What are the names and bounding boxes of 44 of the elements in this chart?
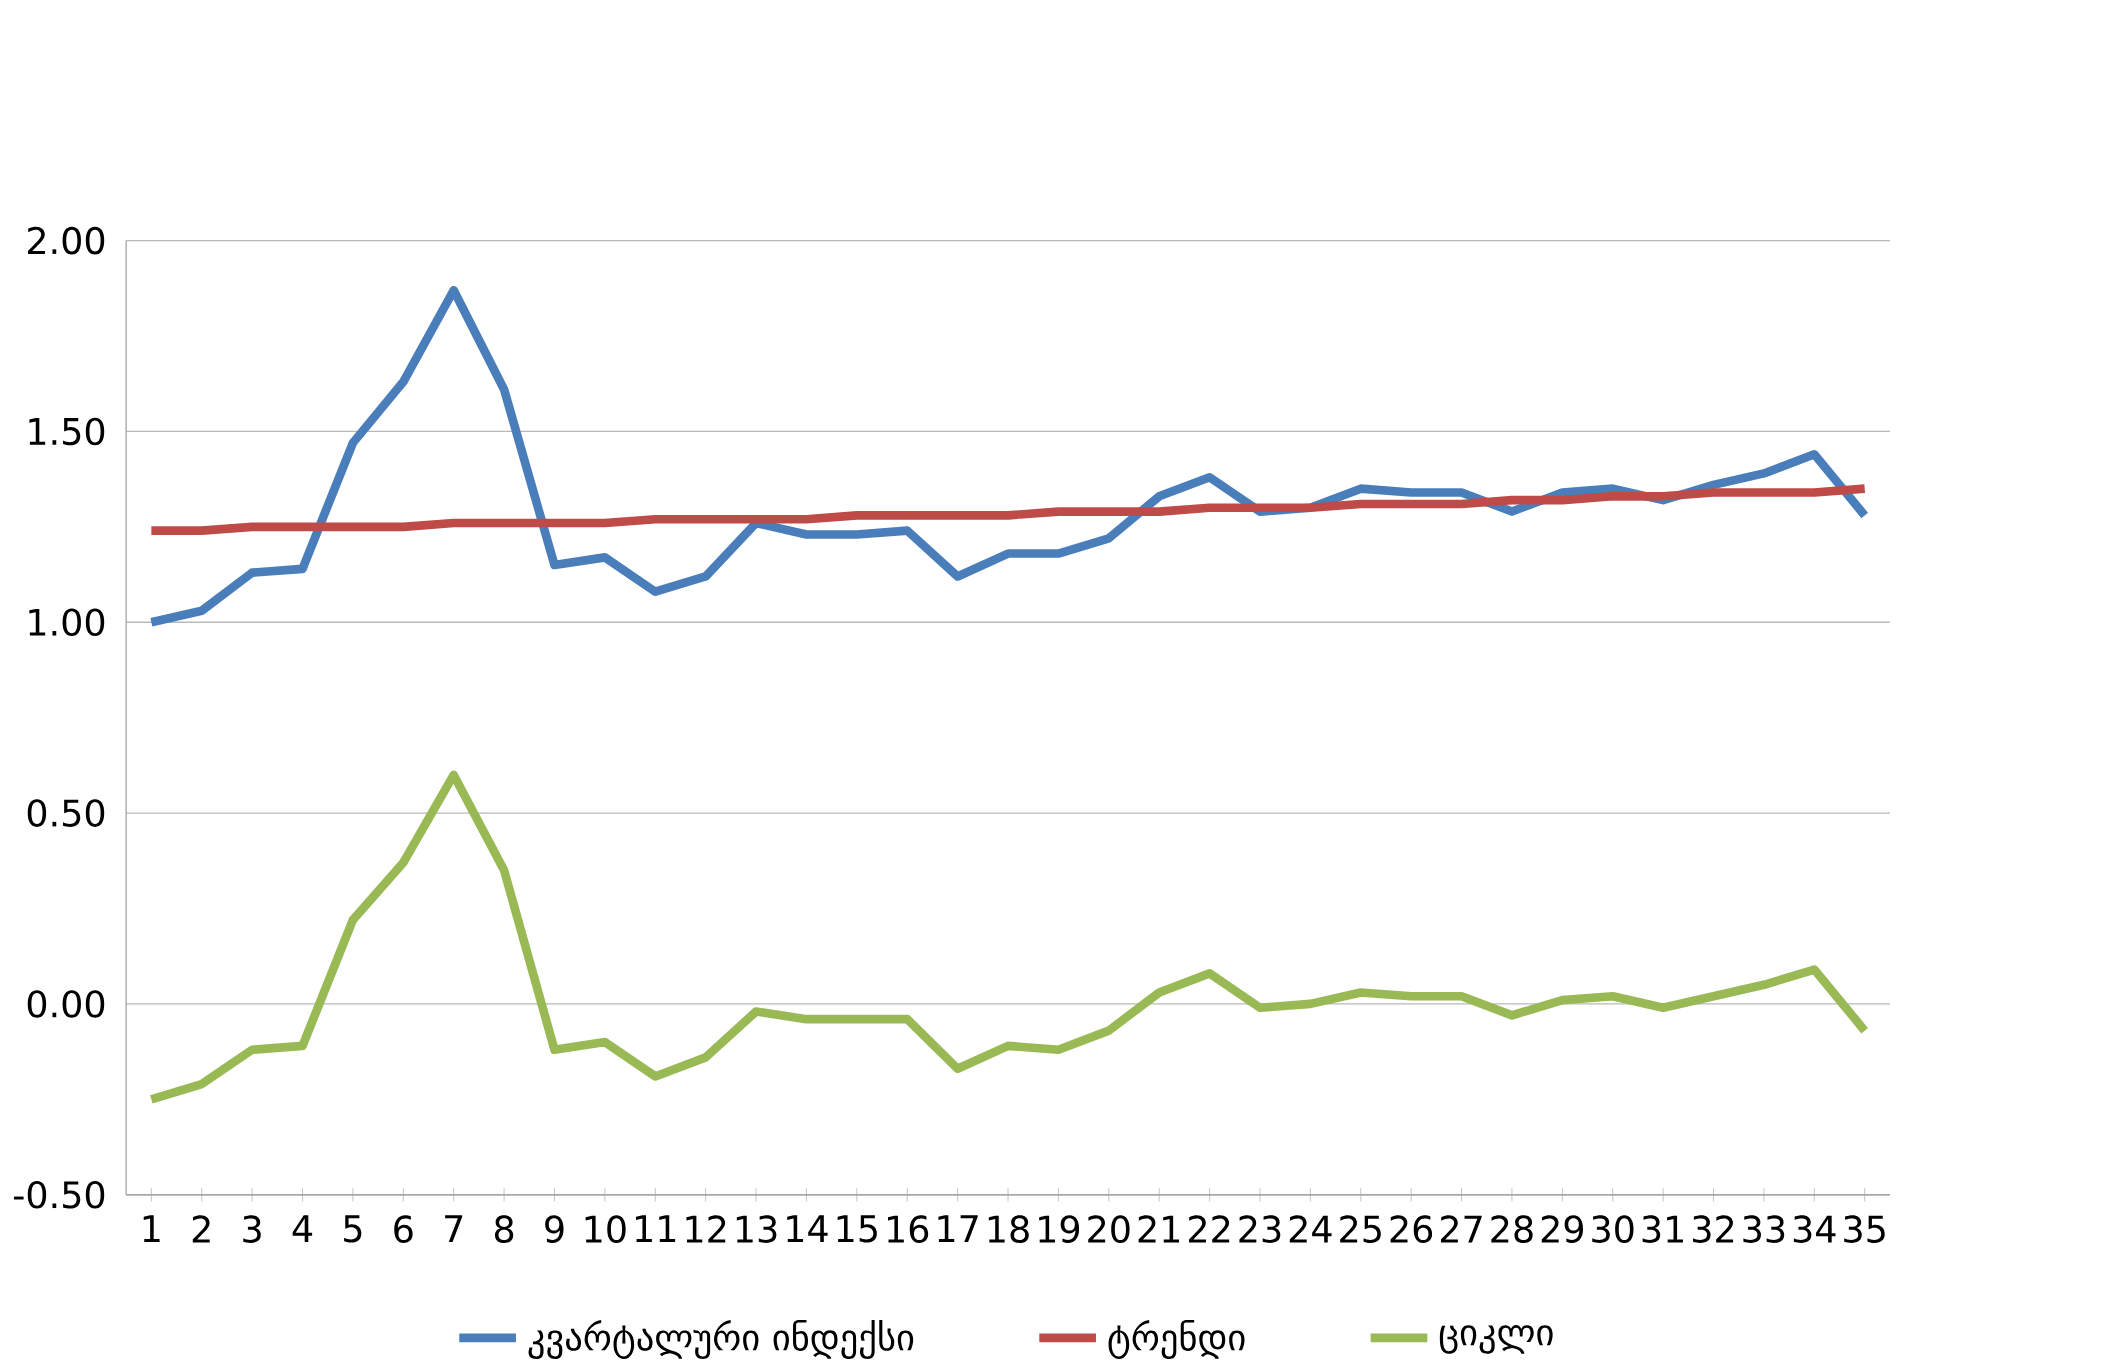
x-tick-label: 34 bbox=[1793, 1215, 1836, 1243]
y-tick-label: 0.00 bbox=[27, 990, 105, 1018]
x-tick-label: 25 bbox=[1340, 1215, 1381, 1243]
x-tick-label: 5 bbox=[344, 1215, 362, 1243]
x-tick-label: 35 bbox=[1844, 1215, 1885, 1243]
x-tick-label: 20 bbox=[1088, 1215, 1130, 1243]
x-tick-label: 6 bbox=[394, 1215, 413, 1243]
x-tick-label: 32 bbox=[1693, 1215, 1734, 1243]
x-tick-label: 10 bbox=[585, 1215, 626, 1243]
y-tick-label: 0.50 bbox=[27, 799, 105, 827]
x-tick-label: 2 bbox=[192, 1215, 210, 1243]
x-tick-label: 24 bbox=[1289, 1215, 1332, 1243]
x-tick-label: 17 bbox=[938, 1215, 978, 1242]
y-tick-label: -0.50 bbox=[13, 1180, 105, 1209]
y-tick-label: 1.50 bbox=[29, 417, 105, 446]
x-tick-label: 28 bbox=[1491, 1215, 1533, 1243]
x-tick-label: 19 bbox=[1039, 1215, 1080, 1243]
x-tick-label: 31 bbox=[1642, 1215, 1683, 1243]
x-tick-label: 23 bbox=[1239, 1215, 1281, 1243]
x-tick-label: 11 bbox=[636, 1215, 676, 1242]
x-tick-label: 12 bbox=[686, 1215, 726, 1243]
x-tick-label: 27 bbox=[1440, 1215, 1482, 1243]
x-tick-label: 18 bbox=[988, 1215, 1029, 1243]
x-tick-label: 1 bbox=[143, 1215, 160, 1242]
x-tick-label: 22 bbox=[1189, 1215, 1230, 1243]
x-tick-label: 30 bbox=[1592, 1215, 1634, 1243]
legend-label: ტრენდი bbox=[1108, 1319, 1245, 1359]
x-tick-label: 21 bbox=[1138, 1215, 1180, 1243]
x-tick-label: 33 bbox=[1743, 1215, 1785, 1243]
x-tick-label: 9 bbox=[545, 1215, 564, 1243]
x-tick-label: 4 bbox=[292, 1215, 313, 1242]
legend-label: კვარტალური ინდექსი bbox=[528, 1319, 914, 1359]
x-tick-label: 7 bbox=[445, 1215, 463, 1242]
y-tick-label: 1.00 bbox=[29, 608, 105, 637]
y-tick-label: 2.00 bbox=[28, 226, 105, 255]
x-tick-label: 29 bbox=[1541, 1215, 1583, 1243]
x-tick-label: 26 bbox=[1390, 1215, 1433, 1243]
legend-label: ციკლი bbox=[1439, 1325, 1553, 1354]
x-tick-label: 8 bbox=[494, 1215, 514, 1243]
x-tick-label: 13 bbox=[736, 1215, 777, 1243]
x-tick-label: 15 bbox=[837, 1215, 877, 1243]
x-tick-label: 16 bbox=[888, 1215, 929, 1243]
x-tick-label: 3 bbox=[243, 1215, 261, 1243]
x-tick-label: 14 bbox=[787, 1215, 828, 1242]
